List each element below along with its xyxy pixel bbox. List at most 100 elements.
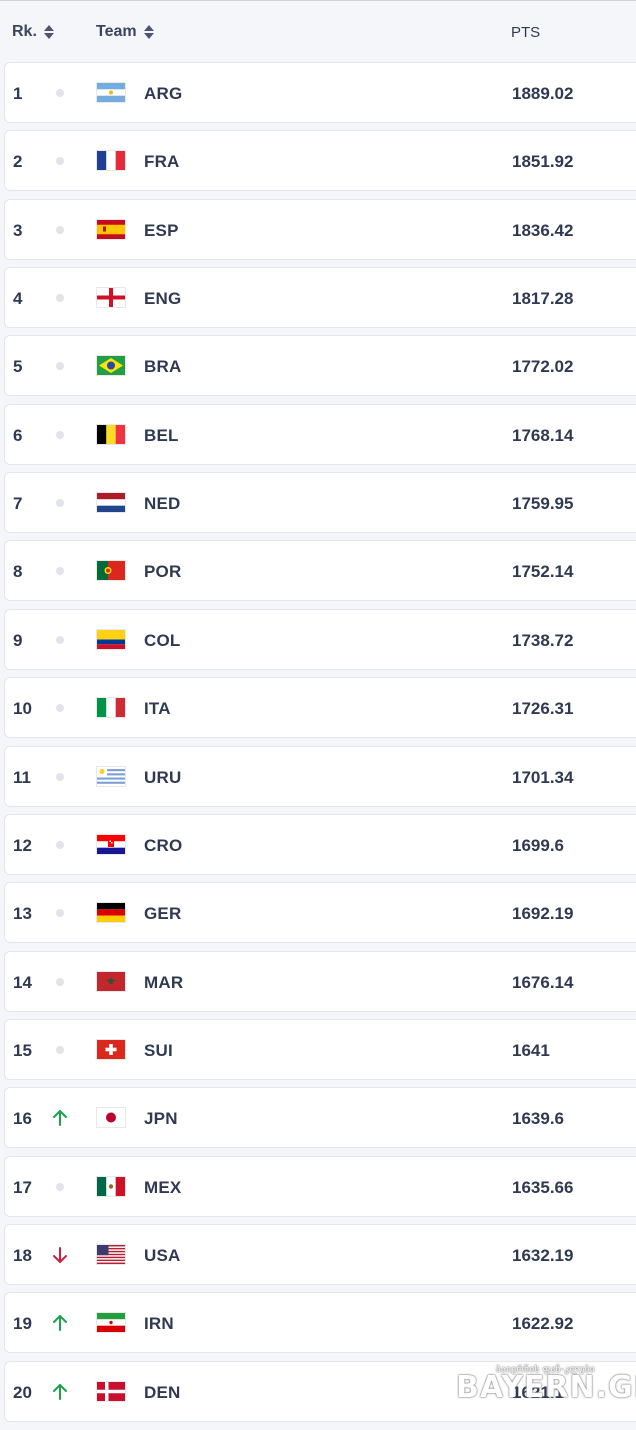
team-code[interactable]: BRA (144, 357, 182, 377)
table-row[interactable]: 1 ARG 1889.02 (4, 62, 636, 123)
morocco-flag-icon (97, 971, 125, 991)
team-points: 1632.19 (512, 1245, 574, 1265)
team-code[interactable]: POR (144, 562, 182, 582)
france-flag-icon (97, 151, 125, 171)
table-row[interactable]: 11 URU 1701.34 (4, 745, 636, 807)
table-row[interactable]: 19 IRN 1622.92 (4, 1292, 636, 1354)
team-points: 1836.42 (512, 220, 574, 240)
no-change-dot-icon (56, 225, 64, 234)
table-row[interactable]: 9 COL 1738.72 (4, 608, 636, 670)
rank-movement (49, 697, 71, 719)
table-row[interactable]: 8 POR 1752.14 (4, 540, 636, 602)
team-code[interactable]: MEX (144, 1177, 182, 1197)
no-change-dot-icon (56, 294, 64, 303)
rank-value: 20 (13, 1382, 32, 1402)
rank-value: 14 (13, 972, 32, 992)
team-points: 1726.31 (512, 699, 574, 719)
table-row[interactable]: 10 ITA 1726.31 (4, 677, 636, 739)
team-code[interactable]: DEN (144, 1382, 181, 1402)
sort-icon[interactable] (143, 25, 154, 39)
watermark-subtitle: ბაიერნის ფან-კლუბი (496, 1364, 596, 1374)
team-code[interactable]: FRA (144, 152, 180, 172)
table-row[interactable]: 12 CRO 1699.6 (4, 813, 636, 875)
table-row[interactable]: 6 BEL 1768.14 (4, 403, 636, 465)
arrow-down-icon (53, 1246, 67, 1263)
pts-header-label: PTS (511, 24, 541, 41)
table-row[interactable]: 16 JPN 1639.6 (4, 1087, 636, 1149)
team-code[interactable]: ENG (144, 289, 182, 309)
no-change-dot-icon (56, 840, 64, 849)
argentina-flag-icon (97, 83, 125, 102)
sort-icon[interactable] (43, 25, 54, 39)
team-code[interactable]: GER (144, 904, 182, 924)
team-points: 1622.92 (512, 1314, 574, 1334)
top-divider (0, 0, 636, 1)
team-code[interactable]: ITA (144, 699, 171, 719)
team-column-header[interactable]: Team (96, 23, 154, 41)
team-code[interactable]: ESP (144, 220, 179, 240)
team-code[interactable]: IRN (144, 1314, 174, 1334)
team-code[interactable]: JPN (144, 1109, 178, 1129)
no-change-dot-icon (56, 157, 64, 166)
pts-column-header: PTS (511, 24, 540, 41)
rank-movement (49, 834, 71, 856)
table-row[interactable]: 4 ENG 1817.28 (4, 267, 636, 329)
rank-column-header[interactable]: Rk. (12, 23, 54, 41)
rank-movement (49, 219, 71, 241)
table-row[interactable]: 20 DEN 1621.1 (4, 1360, 636, 1422)
rank-movement (49, 1039, 71, 1061)
team-code[interactable]: URU (144, 767, 182, 787)
rank-movement (49, 560, 71, 582)
no-change-dot-icon (56, 635, 64, 644)
rank-movement (49, 150, 71, 172)
team-code[interactable]: ARG (144, 84, 183, 103)
team-points: 1772.02 (512, 357, 574, 377)
spain-flag-icon (97, 219, 125, 239)
croatia-flag-icon (97, 834, 125, 854)
rank-value: 4 (13, 289, 23, 309)
table-row[interactable]: 17 MEX 1635.66 (4, 1155, 636, 1217)
team-code[interactable]: COL (144, 630, 181, 650)
table-row[interactable]: 5 BRA 1772.02 (4, 335, 636, 397)
table-row[interactable]: 14 MAR 1676.14 (4, 950, 636, 1012)
switzerland-flag-icon (97, 1039, 125, 1059)
arrow-up-icon (53, 1110, 67, 1127)
rank-movement (49, 82, 71, 104)
rank-header-label: Rk. (12, 23, 37, 40)
team-points: 1641 (512, 1040, 550, 1060)
team-points: 1639.6 (512, 1109, 564, 1129)
no-change-dot-icon (56, 499, 64, 508)
table-row[interactable]: 7 NED 1759.95 (4, 472, 636, 534)
team-code[interactable]: MAR (144, 972, 184, 992)
table-row[interactable]: 2 FRA 1851.92 (4, 130, 636, 192)
team-code[interactable]: BEL (144, 425, 179, 445)
team-points: 1817.28 (512, 289, 574, 309)
portugal-flag-icon (97, 561, 125, 581)
rank-value: 1 (13, 84, 23, 103)
arrow-up-icon (53, 1383, 67, 1400)
team-points: 1699.6 (512, 835, 564, 855)
rank-value: 7 (13, 494, 23, 514)
denmark-flag-icon (97, 1381, 125, 1401)
usa-flag-icon (97, 1244, 125, 1264)
japan-flag-icon (97, 1108, 125, 1128)
team-code[interactable]: CRO (144, 835, 183, 855)
rank-movement (49, 1107, 71, 1129)
england-flag-icon (97, 288, 125, 308)
no-change-dot-icon (56, 977, 64, 986)
mexico-flag-icon (97, 1176, 125, 1196)
rank-value: 9 (13, 630, 23, 650)
table-row[interactable]: 18 USA 1632.19 (4, 1223, 636, 1285)
team-code[interactable]: SUI (144, 1040, 173, 1060)
table-row[interactable]: 3 ESP 1836.42 (4, 198, 636, 260)
rank-movement (49, 971, 71, 993)
italy-flag-icon (97, 698, 125, 718)
team-code[interactable]: NED (144, 494, 181, 514)
table-row[interactable]: 15 SUI 1641 (4, 1018, 636, 1080)
no-change-dot-icon (56, 430, 64, 439)
no-change-dot-icon (56, 1182, 64, 1191)
team-code[interactable]: USA (144, 1245, 181, 1265)
uruguay-flag-icon (97, 766, 125, 786)
team-points: 1752.14 (512, 562, 574, 582)
table-row[interactable]: 13 GER 1692.19 (4, 882, 636, 944)
